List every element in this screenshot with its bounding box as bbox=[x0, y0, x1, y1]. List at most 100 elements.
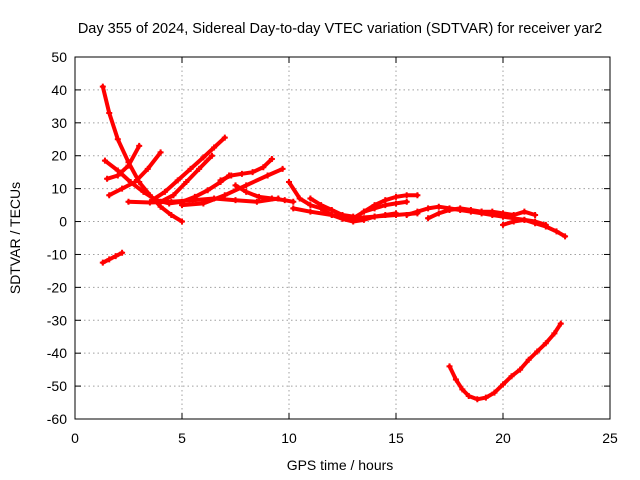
data-point bbox=[474, 396, 481, 403]
series-track-19 bbox=[500, 216, 549, 228]
data-point bbox=[510, 218, 517, 225]
data-point bbox=[542, 340, 549, 347]
data-point bbox=[200, 200, 207, 207]
y-tick-label: 0 bbox=[59, 214, 67, 230]
plot-area bbox=[99, 83, 569, 403]
x-tick-label: 10 bbox=[281, 430, 297, 446]
data-point bbox=[243, 182, 250, 189]
data-point bbox=[534, 348, 541, 355]
data-point bbox=[467, 207, 474, 214]
data-point bbox=[525, 356, 532, 363]
y-tick-label: 40 bbox=[51, 82, 67, 98]
data-point bbox=[189, 197, 196, 204]
data-point bbox=[542, 221, 549, 228]
data-point bbox=[446, 363, 453, 370]
data-point bbox=[168, 198, 175, 205]
data-point bbox=[268, 156, 275, 163]
y-tick-label: -60 bbox=[47, 411, 67, 427]
y-tick-label: -20 bbox=[47, 279, 67, 295]
data-point bbox=[104, 175, 111, 182]
y-tick-label: -10 bbox=[47, 246, 67, 262]
data-point bbox=[350, 215, 357, 222]
data-point bbox=[286, 179, 292, 186]
series-track-8 bbox=[179, 165, 286, 209]
data-point bbox=[553, 228, 560, 235]
data-point bbox=[339, 211, 346, 218]
x-tick-label: 0 bbox=[71, 430, 79, 446]
data-point bbox=[446, 207, 453, 214]
data-point bbox=[208, 152, 215, 159]
series-track-20 bbox=[99, 249, 126, 266]
data-point bbox=[125, 162, 132, 169]
data-point bbox=[489, 208, 496, 215]
data-point bbox=[106, 192, 113, 199]
data-point bbox=[457, 205, 464, 212]
data-point bbox=[328, 207, 335, 214]
series-track-3 bbox=[104, 142, 143, 182]
data-point bbox=[170, 192, 177, 199]
data-point bbox=[360, 208, 367, 215]
data-point bbox=[510, 211, 517, 218]
data-point bbox=[119, 185, 126, 192]
data-point bbox=[119, 249, 126, 256]
data-point bbox=[551, 330, 558, 337]
data-point bbox=[290, 205, 297, 212]
data-point bbox=[228, 172, 235, 179]
data-point bbox=[101, 157, 108, 164]
data-point bbox=[238, 170, 245, 177]
data-point bbox=[414, 192, 421, 199]
series-track-line bbox=[158, 153, 214, 204]
x-tick-label: 20 bbox=[495, 430, 511, 446]
data-point bbox=[149, 197, 156, 204]
data-point bbox=[371, 213, 378, 220]
data-point bbox=[307, 208, 314, 215]
series-track-9 bbox=[217, 156, 275, 184]
data-point bbox=[200, 154, 207, 161]
data-point bbox=[179, 218, 185, 225]
data-point bbox=[318, 202, 325, 209]
data-point bbox=[264, 172, 271, 179]
series-track-4 bbox=[106, 149, 164, 199]
data-point bbox=[500, 221, 506, 228]
data-point bbox=[521, 208, 528, 215]
data-point bbox=[482, 394, 489, 401]
data-point bbox=[532, 211, 539, 218]
data-point bbox=[403, 211, 410, 218]
data-point bbox=[521, 216, 528, 223]
data-point bbox=[99, 259, 106, 266]
y-tick-label: -50 bbox=[47, 378, 67, 394]
data-point bbox=[221, 192, 228, 199]
data-point bbox=[508, 373, 515, 380]
series-track-line bbox=[126, 196, 281, 205]
data-point bbox=[168, 211, 175, 218]
data-point bbox=[183, 179, 190, 186]
data-point bbox=[99, 83, 106, 90]
data-point bbox=[517, 366, 524, 373]
data-point bbox=[260, 164, 267, 171]
series-track-21 bbox=[446, 320, 564, 403]
y-tick-label: 20 bbox=[51, 148, 67, 164]
data-point bbox=[249, 169, 256, 176]
series-track-17 bbox=[425, 205, 485, 222]
data-point bbox=[465, 392, 472, 399]
data-point bbox=[452, 376, 459, 383]
data-point bbox=[393, 200, 399, 207]
data-point bbox=[114, 136, 121, 143]
data-point bbox=[256, 193, 263, 200]
data-point bbox=[174, 177, 181, 184]
data-point bbox=[136, 142, 143, 149]
data-point bbox=[500, 210, 506, 217]
data-point bbox=[393, 193, 399, 200]
data-point bbox=[290, 198, 297, 205]
x-axis-label: GPS time / hours bbox=[287, 457, 394, 473]
y-tick-label: 50 bbox=[51, 49, 67, 65]
data-point bbox=[279, 165, 286, 172]
data-point bbox=[268, 195, 275, 202]
data-point bbox=[296, 195, 303, 202]
x-tick-label: 5 bbox=[178, 430, 186, 446]
data-point bbox=[562, 233, 569, 240]
axis-ticks: -60 -50 -40 -30 -20 -10 0 10 20 30 40 50 0 5 10 15 20 25 bbox=[47, 49, 618, 446]
data-point bbox=[106, 256, 113, 263]
series-track-10 bbox=[232, 182, 297, 205]
